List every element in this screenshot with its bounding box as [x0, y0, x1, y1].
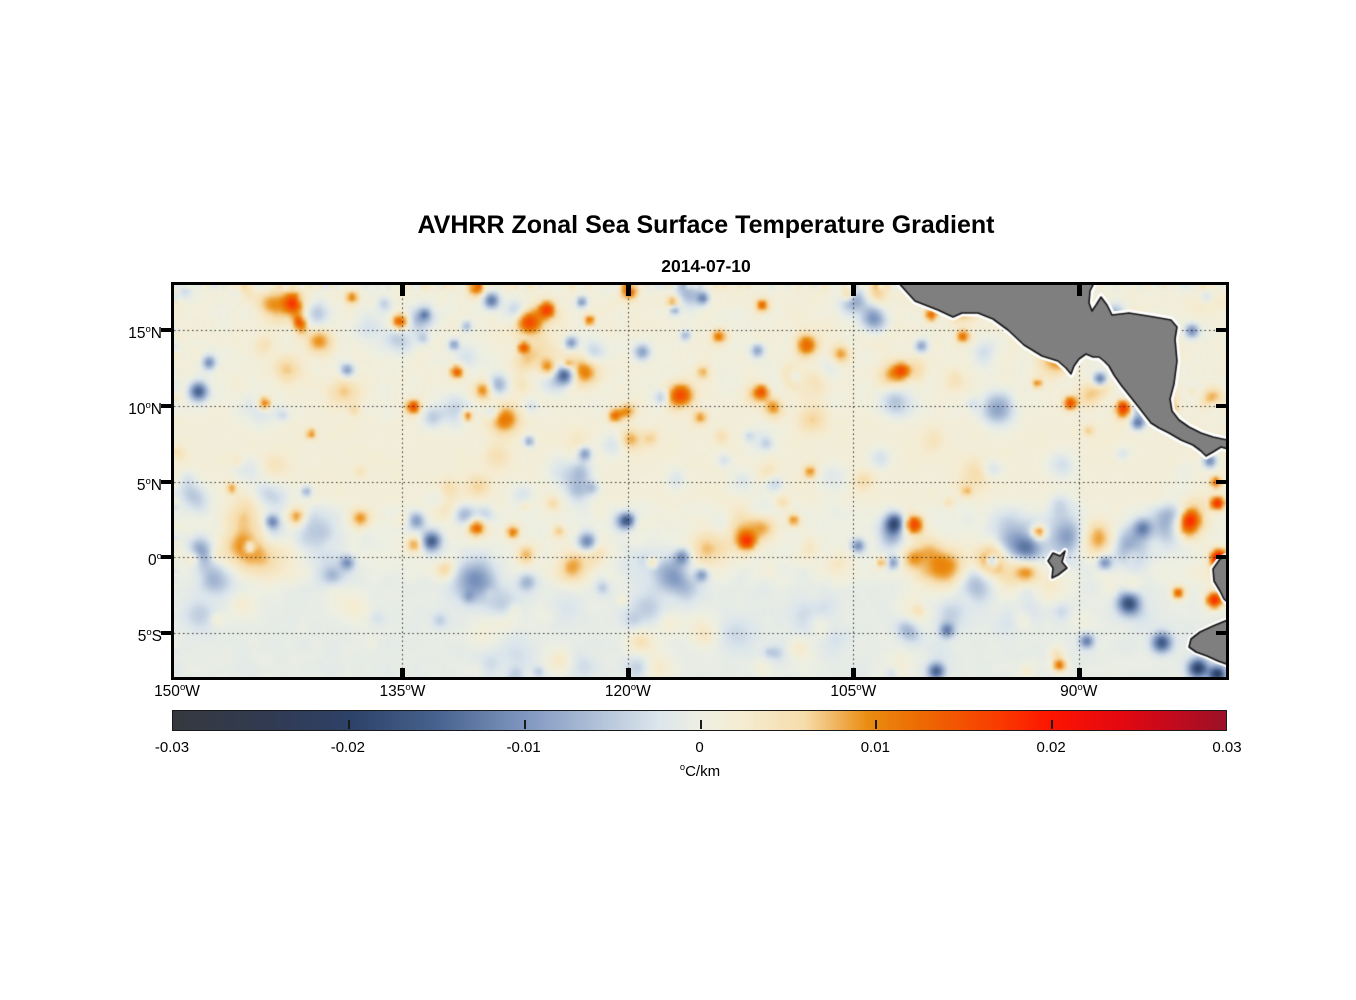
y-tick-left [161, 555, 174, 560]
x-tick-top [625, 285, 631, 296]
colorbar-unit-label: oC/km [679, 762, 721, 780]
colorbar-tick-label: -0.02 [330, 739, 365, 756]
colorbar-tick-label: 0.02 [1036, 739, 1066, 756]
x-tick-bottom [851, 668, 857, 677]
y-tick-left [161, 404, 174, 409]
x-tick-top [851, 285, 857, 296]
y-tick-left [161, 479, 174, 484]
colorbar-tick [347, 720, 350, 729]
y-tick-label: 5oS [137, 627, 162, 646]
colorbar-tick [875, 720, 878, 729]
x-tick-bottom [1076, 668, 1082, 677]
colorbar-tick [1051, 720, 1054, 729]
colorbar-tick-label: -0.03 [154, 739, 190, 756]
colorbar-tick-label: 0 [695, 739, 704, 756]
y-tick-label: 10oN [128, 400, 162, 419]
x-tick-label: 150oW [154, 682, 200, 701]
x-tick-label: 105oW [830, 682, 877, 701]
colorbar-tick [699, 720, 702, 729]
y-tick-left [161, 631, 174, 636]
x-tick-bottom [625, 668, 631, 677]
colorbar-tick-label: 0.03 [1212, 739, 1242, 756]
y-tick-right [1216, 328, 1226, 333]
y-tick-right [1216, 555, 1226, 560]
y-tick-label: 0o [148, 551, 162, 570]
y-tick-left [161, 328, 174, 333]
colorbar-tick [523, 720, 526, 729]
y-tick-label: 5oN [136, 475, 162, 494]
x-tick-label: 120oW [604, 682, 651, 701]
y-tick-right [1216, 631, 1226, 636]
colorbar [172, 710, 1227, 731]
y-tick-right [1216, 404, 1226, 409]
x-tick-top [400, 285, 406, 296]
y-tick-label: 15oN [128, 324, 162, 343]
page-title: AVHRR Zonal Sea Surface Temperature Grad… [417, 211, 995, 239]
map-canvas [174, 285, 1226, 677]
x-tick-bottom [400, 668, 406, 677]
colorbar-tick-label: 0.01 [860, 739, 890, 756]
map-frame [171, 282, 1229, 680]
colorbar-tick-label: -0.01 [506, 739, 541, 756]
x-tick-label: 135oW [379, 682, 426, 701]
x-tick-top [1076, 285, 1082, 296]
y-tick-right [1216, 479, 1226, 484]
page-subtitle: 2014-07-10 [661, 256, 751, 276]
x-tick-label: 90oW [1060, 682, 1098, 701]
